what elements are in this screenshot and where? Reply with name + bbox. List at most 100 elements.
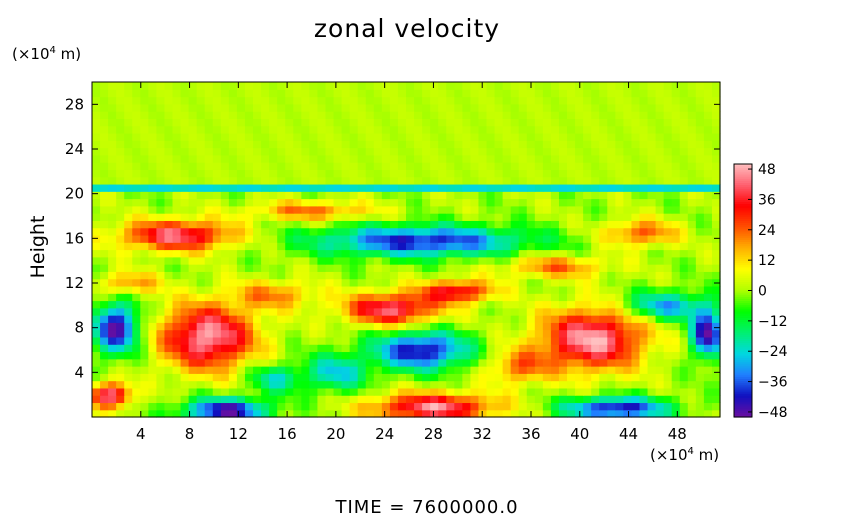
colorbar-segment [734, 282, 752, 285]
heatmap-cell [108, 125, 117, 134]
heatmap-cell [349, 183, 359, 192]
heatmap-cell [285, 278, 294, 287]
heatmap-cell [663, 89, 673, 98]
heatmap-cell [567, 264, 576, 272]
heatmap-cell [494, 256, 504, 265]
heatmap-cell [711, 220, 721, 229]
heatmap-cell [132, 176, 141, 185]
heatmap-cell [518, 329, 528, 338]
heatmap-cell [116, 140, 125, 149]
heatmap-cell [277, 373, 286, 382]
heatmap-cell [655, 242, 665, 251]
heatmap-cell [631, 118, 641, 127]
heatmap-cell [317, 351, 327, 360]
heatmap-cell [349, 154, 359, 163]
heatmap-cell [333, 220, 343, 229]
colorbar-segment [734, 341, 752, 344]
heatmap-cell [156, 132, 166, 141]
heatmap-cell [414, 176, 423, 185]
heatmap-cell [462, 140, 472, 149]
heatmap-cell [108, 89, 117, 98]
heatmap-cell [687, 351, 697, 360]
heatmap-cell [607, 191, 616, 200]
heatmap-cell [261, 205, 270, 214]
heatmap-cell [381, 387, 391, 396]
heatmap-cell [510, 395, 520, 404]
heatmap-cell [220, 300, 230, 309]
heatmap-cell [526, 132, 536, 141]
heatmap-cell [695, 351, 705, 360]
heatmap-cell [92, 82, 101, 90]
heatmap-cell [212, 213, 222, 221]
heatmap-cell [510, 256, 520, 265]
heatmap-cell [100, 387, 109, 396]
heatmap-cell [414, 140, 423, 149]
heatmap-cell [333, 183, 343, 192]
heatmap-cell [244, 103, 254, 112]
heatmap-cell [132, 205, 141, 214]
heatmap-cell [446, 82, 455, 90]
heatmap-cell [671, 242, 681, 251]
heatmap-cell [655, 387, 665, 396]
heatmap-cell [341, 111, 351, 120]
heatmap-cell [285, 387, 294, 396]
heatmap-cell [406, 387, 415, 396]
y-tick-label: 28 [65, 95, 84, 113]
heatmap-cell [679, 329, 689, 338]
heatmap-cell [172, 344, 182, 353]
heatmap-cell [132, 234, 141, 243]
heatmap-cell [172, 140, 182, 149]
colorbar-segment [734, 385, 752, 389]
heatmap-cell [462, 380, 472, 389]
heatmap-cell [623, 213, 633, 221]
heatmap-cell [373, 329, 383, 338]
heatmap-cell [567, 125, 576, 134]
heatmap-cell [140, 249, 149, 258]
heatmap-cell [599, 205, 608, 214]
heatmap-cell [591, 140, 600, 149]
heatmap-cell [381, 125, 391, 134]
heatmap-cell [518, 315, 528, 323]
heatmap-cell [333, 256, 343, 265]
heatmap-cell [607, 329, 616, 338]
heatmap-cell [703, 256, 713, 265]
heatmap-cell [301, 285, 310, 294]
y-tick-label: 4 [74, 363, 84, 381]
heatmap-cell [277, 387, 286, 396]
heatmap-cell [567, 395, 576, 404]
heatmap-cell [132, 147, 141, 156]
colorbar-segment [734, 370, 752, 374]
heatmap-cell [148, 213, 158, 221]
heatmap-cell [373, 154, 383, 163]
heatmap-cell [502, 395, 512, 404]
heatmap-cell [438, 307, 447, 316]
heatmap-cell [116, 169, 125, 178]
heatmap-cell [711, 198, 721, 207]
heatmap-cell [518, 132, 528, 141]
heatmap-cell [212, 402, 222, 411]
heatmap-cell [422, 162, 431, 170]
heatmap-cell [212, 307, 222, 316]
heatmap-cell [679, 111, 689, 120]
heatmap-cell [172, 162, 182, 170]
heatmap-cell [438, 402, 447, 411]
heatmap-cell [534, 307, 544, 316]
colorbar-segment [734, 206, 752, 209]
heatmap-cell [357, 249, 367, 258]
heatmap-cell [317, 409, 327, 418]
heatmap-cell [317, 395, 327, 404]
heatmap-cell [526, 264, 536, 272]
heatmap-cell [236, 162, 246, 170]
heatmap-cell [285, 242, 294, 251]
heatmap-cell [542, 307, 552, 316]
heatmap-cell [228, 336, 238, 345]
heatmap-cell [430, 198, 439, 207]
heatmap-cell [494, 387, 504, 396]
heatmap-cell [518, 409, 528, 418]
heatmap-cell [188, 358, 198, 367]
heatmap-cell [277, 242, 286, 251]
heatmap-cell [333, 118, 343, 127]
heatmap-cell [430, 220, 439, 229]
heatmap-cell [277, 380, 286, 389]
heatmap-cell [180, 322, 190, 331]
